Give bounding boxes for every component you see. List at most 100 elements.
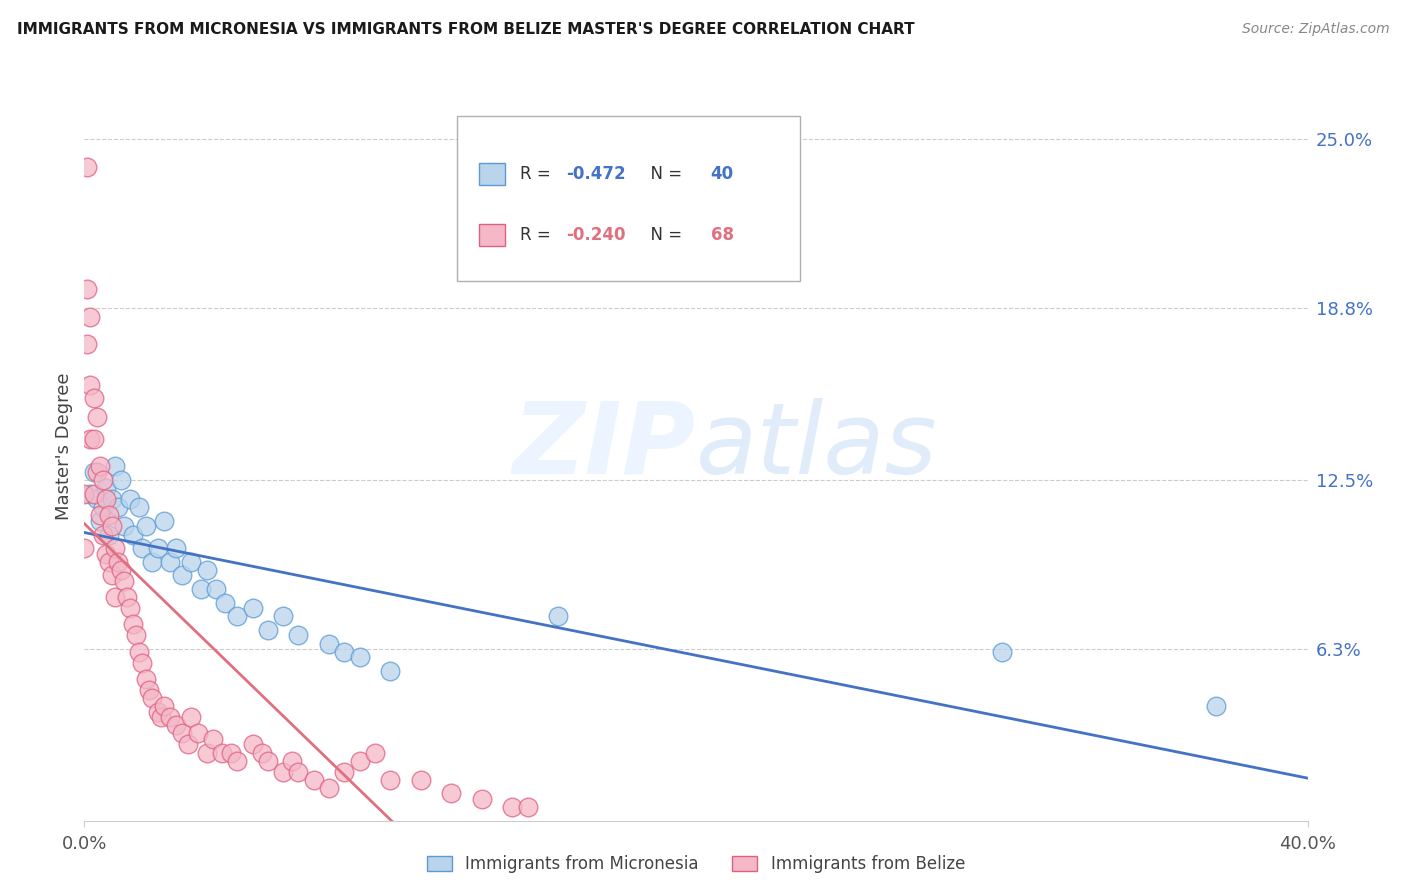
Point	[104, 591, 127, 605]
Point	[257, 754, 280, 768]
Point	[153, 699, 176, 714]
Point	[1205, 699, 1227, 714]
Point	[86, 410, 108, 425]
Point	[115, 591, 138, 605]
Point	[364, 746, 387, 760]
Point	[135, 519, 157, 533]
Point	[83, 392, 105, 406]
Point	[112, 519, 135, 533]
Point	[349, 754, 371, 768]
Point	[141, 691, 163, 706]
Text: IMMIGRANTS FROM MICRONESIA VS IMMIGRANTS FROM BELIZE MASTER'S DEGREE CORRELATION: IMMIGRANTS FROM MICRONESIA VS IMMIGRANTS…	[17, 22, 914, 37]
Bar	[479, 224, 505, 246]
Y-axis label: Master's Degree: Master's Degree	[55, 372, 73, 520]
Point	[91, 527, 114, 541]
Point	[180, 555, 202, 569]
Point	[107, 500, 129, 515]
Point	[991, 645, 1014, 659]
Point	[159, 710, 181, 724]
Point	[97, 555, 120, 569]
Point	[242, 737, 264, 751]
Point	[131, 656, 153, 670]
Text: -0.472: -0.472	[567, 165, 626, 183]
Point	[159, 555, 181, 569]
Point	[177, 737, 200, 751]
Point	[257, 623, 280, 637]
Point	[349, 650, 371, 665]
Point	[101, 492, 124, 507]
Point	[440, 786, 463, 800]
Point	[146, 705, 169, 719]
Point	[302, 772, 325, 787]
Point	[146, 541, 169, 556]
Point	[76, 282, 98, 296]
Point	[165, 718, 187, 732]
Point	[122, 527, 145, 541]
Text: Source: ZipAtlas.com: Source: ZipAtlas.com	[1241, 22, 1389, 37]
Point	[83, 432, 105, 446]
Point	[120, 492, 142, 507]
Point	[79, 377, 101, 392]
Point	[79, 310, 101, 324]
Point	[79, 432, 101, 446]
Point	[122, 617, 145, 632]
Point	[128, 500, 150, 515]
Point	[79, 486, 101, 500]
Point	[149, 710, 172, 724]
Point	[205, 582, 228, 596]
Text: R =: R =	[520, 165, 555, 183]
Point	[120, 601, 142, 615]
Point	[97, 508, 120, 523]
Text: N =: N =	[640, 165, 688, 183]
Text: N =: N =	[640, 226, 688, 244]
Point	[211, 746, 233, 760]
Point	[141, 555, 163, 569]
Point	[104, 541, 127, 556]
Point	[380, 772, 402, 787]
Point	[101, 568, 124, 582]
Point	[94, 492, 117, 507]
Point	[89, 508, 111, 523]
Point	[333, 645, 356, 659]
Point	[271, 609, 294, 624]
Point	[73, 486, 96, 500]
Text: ZIP: ZIP	[513, 398, 696, 494]
Point	[76, 336, 98, 351]
Point	[107, 555, 129, 569]
Legend: Immigrants from Micronesia, Immigrants from Belize: Immigrants from Micronesia, Immigrants f…	[420, 848, 972, 880]
Point	[226, 609, 249, 624]
Point	[97, 527, 120, 541]
Point	[83, 465, 105, 479]
Point	[86, 492, 108, 507]
Point	[91, 500, 114, 515]
Point	[471, 792, 494, 806]
Point	[190, 582, 212, 596]
Point	[186, 726, 208, 740]
Point	[76, 160, 98, 174]
Point	[287, 764, 309, 779]
Point	[94, 481, 117, 495]
FancyBboxPatch shape	[457, 116, 800, 281]
Point	[502, 800, 524, 814]
Text: 40: 40	[710, 165, 734, 183]
Point	[242, 601, 264, 615]
Point	[219, 746, 242, 760]
Point	[138, 682, 160, 697]
Text: atlas: atlas	[696, 398, 938, 494]
Point	[214, 596, 236, 610]
Point	[153, 514, 176, 528]
Point	[281, 754, 304, 768]
Point	[165, 541, 187, 556]
Text: R =: R =	[520, 226, 555, 244]
Point	[226, 754, 249, 768]
Bar	[479, 162, 505, 186]
Point	[131, 541, 153, 556]
Point	[201, 731, 224, 746]
Point	[250, 746, 273, 760]
Point	[318, 636, 340, 650]
Point	[94, 547, 117, 561]
Point	[318, 780, 340, 795]
Point	[101, 519, 124, 533]
Point	[86, 465, 108, 479]
Point	[83, 486, 105, 500]
